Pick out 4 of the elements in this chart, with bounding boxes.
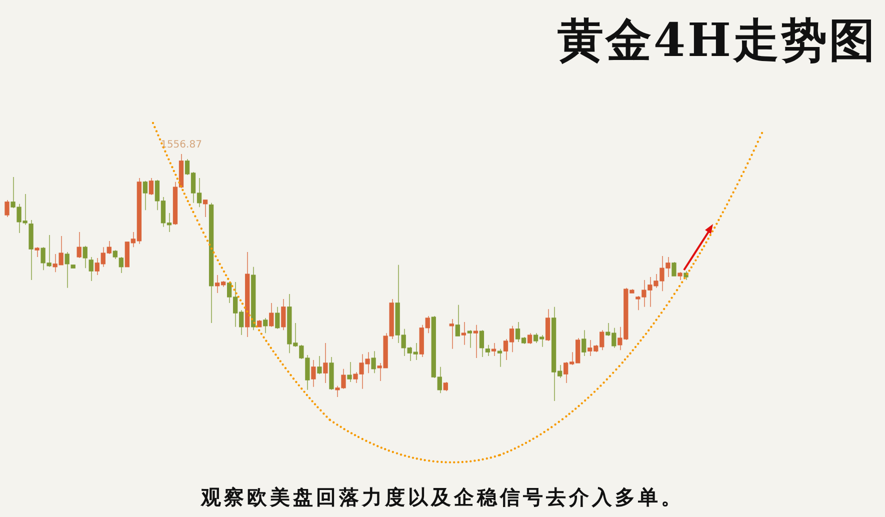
chart-title: 黄金4H走势图 bbox=[558, 12, 877, 69]
annotation: 1556.87 bbox=[160, 140, 202, 151]
text: 观察欧美盘回落力度以及企稳信号去介入多单。 bbox=[200, 484, 685, 511]
candlestick bbox=[672, 261, 676, 277]
